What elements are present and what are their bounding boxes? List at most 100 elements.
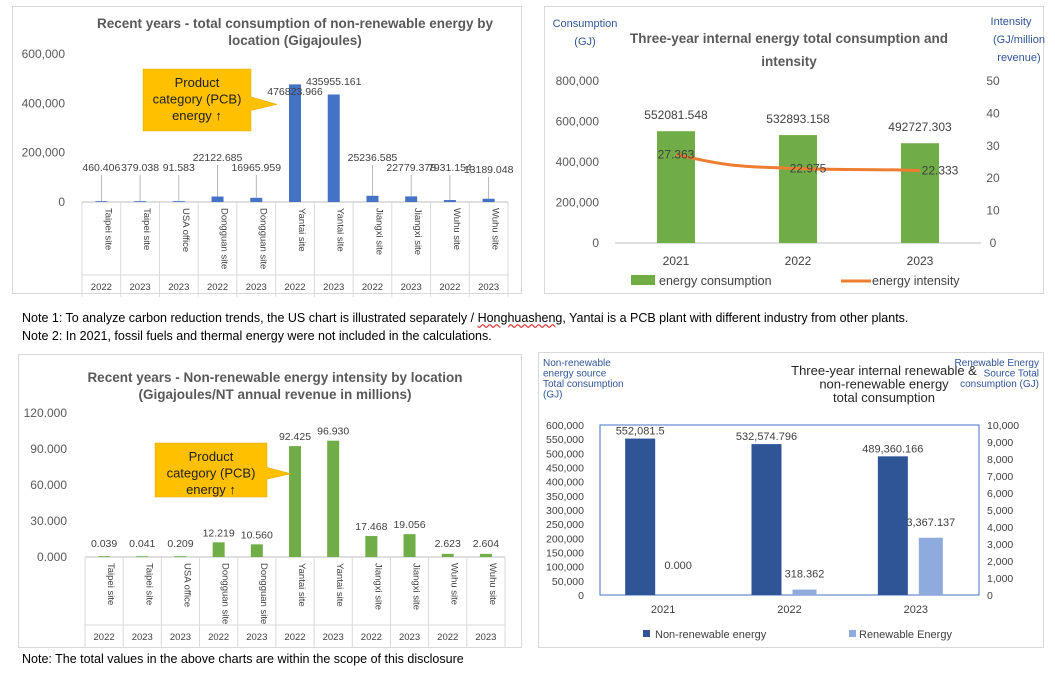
note-2: Note 2: In 2021, fossil fuels and therma… [22, 329, 492, 343]
y-tick-right-label: 9,000 [987, 437, 1013, 449]
x-category-label: Yantai site [296, 563, 307, 607]
y-tick-right-label: 30 [986, 139, 1000, 153]
legend-label-intensity: energy intensity [872, 274, 960, 288]
chart-panel-three-year-consumption-intensity: Three-year internal energy total consump… [544, 6, 1045, 294]
bar-renewable [792, 589, 817, 595]
y-tick-right-label: 50 [986, 74, 1000, 88]
data-label: 19.056 [393, 519, 425, 531]
y-tick-label: 90.000 [30, 442, 67, 456]
y-tick-right-label: 6,000 [987, 488, 1013, 500]
bar-energy-consumption [779, 135, 817, 243]
data-label: 91.583 [163, 162, 195, 174]
chart-title-line: location (Gigajoules) [228, 33, 362, 48]
x-category-label: Jiangxi site [412, 208, 423, 255]
y-tick-left-label: 800,000 [556, 74, 600, 88]
y-tick-right-label: 40 [986, 106, 1000, 120]
x-year-label: 2022 [362, 282, 383, 293]
y-axis-left-title: (GJ) [574, 36, 595, 48]
x-category-label: Dongguan site [257, 208, 268, 269]
y-axis-right-title: (GJ/million [993, 34, 1045, 46]
y-tick-left-label: 150,000 [546, 548, 584, 560]
data-label: 2.604 [473, 538, 499, 550]
bar [441, 553, 454, 557]
x-year-label: 2023 [475, 632, 496, 643]
data-label-non-renewable: 552,081.5 [616, 426, 665, 438]
x-category-label: 2023 [904, 604, 928, 616]
chart-three-year-consumption-intensity: Three-year internal energy total consump… [553, 16, 1045, 288]
bar [365, 536, 378, 557]
data-label: 25236.585 [348, 152, 398, 164]
y-axis-left-title: Consumption [553, 18, 618, 30]
y-tick-label: 60.000 [30, 478, 67, 492]
callout-text: category (PCB) [167, 466, 256, 481]
x-category-label: Dongguan site [258, 563, 269, 624]
data-label: 96.930 [317, 426, 349, 438]
y-tick-left-label: 350,000 [546, 491, 584, 503]
x-year-label: 2023 [246, 632, 267, 643]
y-tick-right-label: 4,000 [987, 522, 1013, 534]
bar [289, 446, 301, 557]
data-label-non-renewable: 489,360.166 [862, 443, 923, 455]
x-year-label: 2022 [439, 282, 460, 293]
x-year-label: 2022 [94, 632, 115, 643]
y-tick-left-label: 300,000 [546, 505, 584, 517]
bar [174, 556, 187, 557]
x-category-label: Jiangxi site [373, 208, 384, 255]
callout-box [142, 68, 278, 132]
data-label-renewable: 0.000 [664, 560, 692, 572]
y-tick-left-label: 600,000 [556, 115, 600, 129]
bar [366, 195, 379, 202]
data-label: 0.041 [129, 538, 155, 550]
x-year-label: 2022 [91, 282, 112, 293]
y-tick-left-label: 600,000 [546, 420, 584, 432]
y-tick-right-label: 8,000 [987, 454, 1013, 466]
bar [172, 201, 185, 202]
y-axis-left-title: (GJ) [543, 390, 562, 401]
x-year-label: 2023 [132, 632, 153, 643]
y-tick-right-label: 20 [986, 171, 1000, 185]
data-label: 13189.048 [464, 164, 514, 176]
data-label: 17.468 [355, 521, 387, 533]
legend-swatch-renewable [849, 630, 856, 637]
bar [327, 440, 340, 557]
y-tick-right-label: 1,000 [987, 573, 1013, 585]
data-label-consumption: 492727.303 [888, 120, 952, 134]
bar [98, 556, 111, 557]
bar [289, 84, 301, 202]
x-category-label: Jiangxi site [372, 563, 383, 610]
x-year-label: 2022 [361, 632, 382, 643]
x-year-label: 2023 [399, 632, 420, 643]
chart-title-line: Recent years - total consumption of non-… [97, 16, 494, 31]
y-tick-right-label: 7,000 [987, 471, 1013, 483]
x-category-label: Taipei site [143, 563, 154, 605]
bar [95, 201, 108, 202]
bar-non-renewable [625, 438, 656, 595]
y-tick-left-label: 400,000 [546, 477, 584, 489]
x-category-label: Yantai site [296, 208, 307, 252]
y-tick-left-label: 450,000 [546, 463, 584, 475]
y-axis-left-title: energy source [543, 369, 607, 380]
chart-panel-intensity-by-location: Recent years - Non-renewable energy inte… [18, 354, 522, 648]
data-label: 0.039 [91, 538, 117, 550]
data-label: 7931.154 [428, 162, 472, 174]
bar [212, 542, 225, 557]
x-year-label: 2023 [323, 282, 344, 293]
data-label-consumption: 552081.548 [644, 108, 708, 122]
note-1-part-b: Honghuasheng [477, 311, 563, 325]
x-year-label: 2023 [478, 282, 499, 293]
y-tick-left-label: 200,000 [546, 533, 584, 545]
data-label: 379.038 [121, 162, 159, 174]
x-category-label: Wuhu site [490, 208, 501, 250]
data-label: 476823.966 [267, 86, 323, 98]
callout-text: energy ↑ [172, 108, 222, 123]
y-tick-label: 120.000 [24, 406, 68, 420]
x-category-label: USA office [181, 563, 192, 607]
y-tick-left-label: 0 [592, 236, 599, 250]
x-year-label: 2023 [130, 282, 151, 293]
callout-box [154, 442, 292, 498]
callout-text: Product [189, 449, 234, 464]
y-tick-left-label: 200,000 [556, 196, 600, 210]
x-category-label: 2021 [663, 254, 690, 268]
x-category-label: Taipei site [102, 208, 113, 250]
x-year-label: 2023 [401, 282, 422, 293]
